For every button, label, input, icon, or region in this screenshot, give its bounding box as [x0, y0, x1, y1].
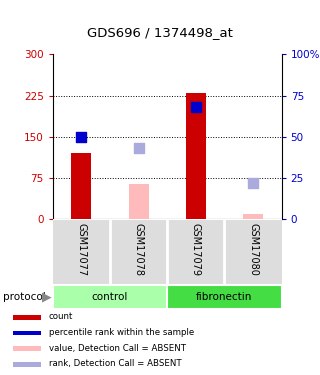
- Text: rank, Detection Call = ABSENT: rank, Detection Call = ABSENT: [49, 359, 181, 368]
- Text: GSM17078: GSM17078: [134, 223, 144, 276]
- Text: ▶: ▶: [42, 291, 51, 304]
- Bar: [12, 315, 41, 320]
- Bar: [12, 362, 41, 367]
- Text: GDS696 / 1374498_at: GDS696 / 1374498_at: [87, 26, 233, 39]
- Bar: [12, 346, 41, 351]
- Text: protocol: protocol: [3, 292, 46, 302]
- Text: count: count: [49, 312, 73, 321]
- Text: GSM17077: GSM17077: [76, 223, 86, 276]
- Text: control: control: [92, 292, 128, 302]
- Bar: [12, 330, 41, 335]
- Point: [251, 180, 256, 186]
- Bar: [167, 285, 282, 309]
- Bar: [243, 214, 263, 219]
- Text: GSM17080: GSM17080: [248, 223, 258, 276]
- Point: [79, 134, 84, 140]
- Point: [193, 104, 198, 110]
- Bar: [71, 153, 92, 219]
- Bar: [129, 184, 148, 219]
- Bar: [53, 285, 167, 309]
- Bar: [186, 93, 206, 219]
- Text: GSM17079: GSM17079: [191, 223, 201, 276]
- Text: fibronectin: fibronectin: [196, 292, 252, 302]
- Point: [136, 146, 141, 152]
- Text: percentile rank within the sample: percentile rank within the sample: [49, 328, 194, 337]
- Text: value, Detection Call = ABSENT: value, Detection Call = ABSENT: [49, 344, 186, 352]
